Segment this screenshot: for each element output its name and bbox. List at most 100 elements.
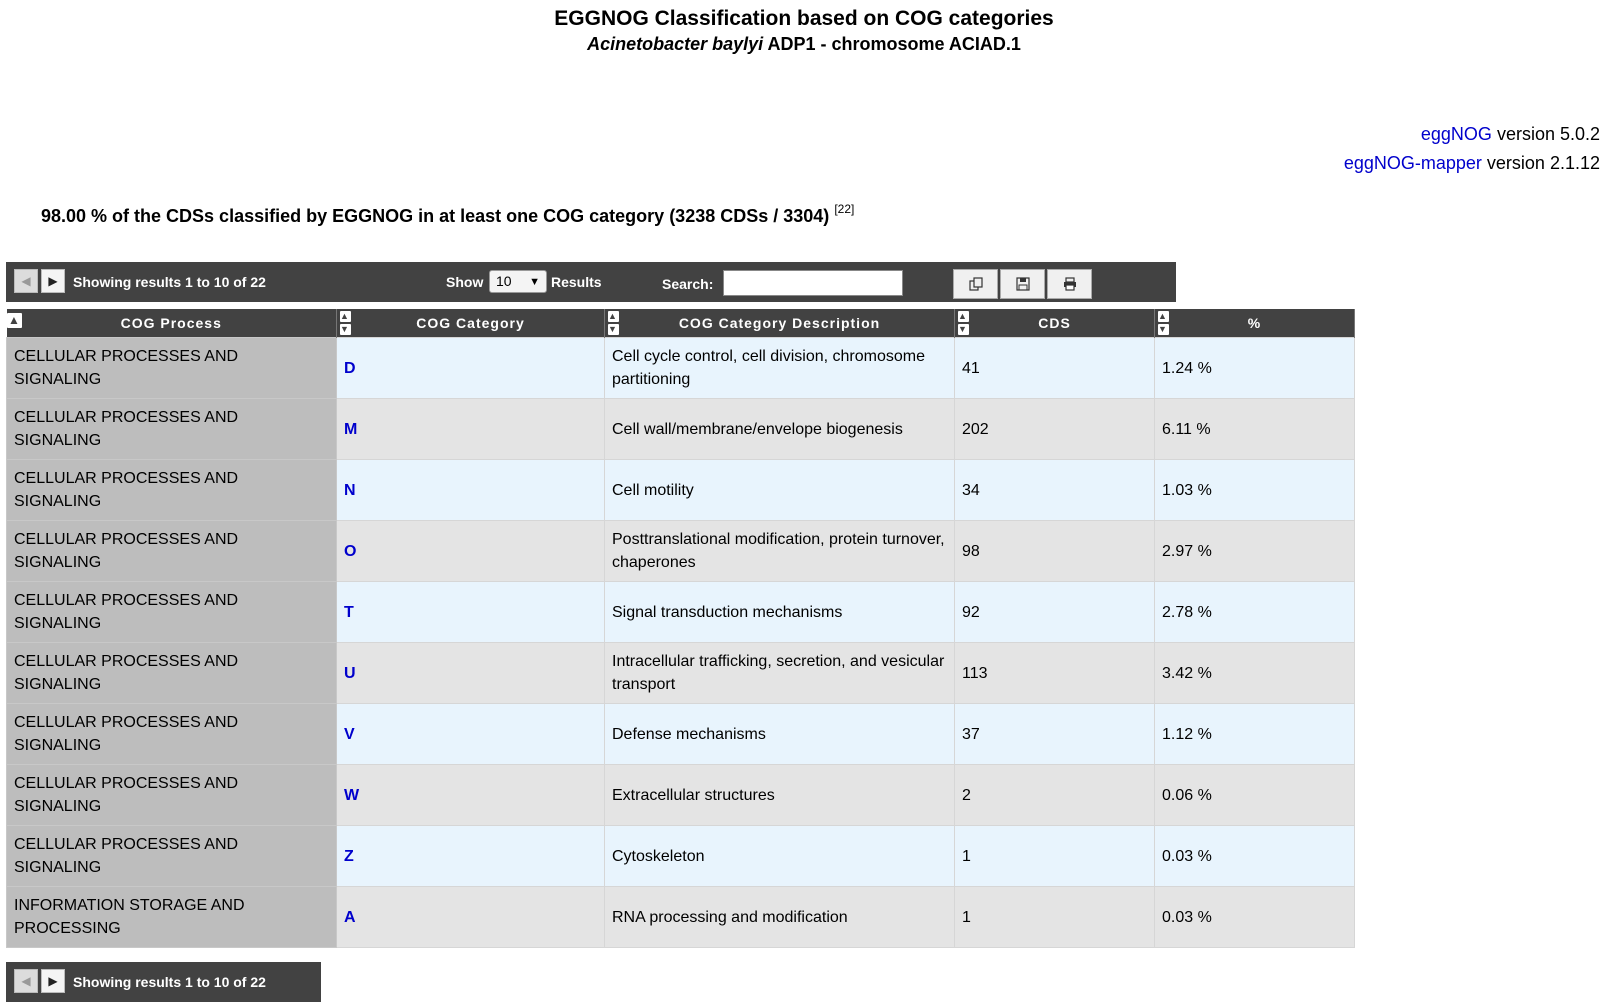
eggnog-mapper-version-text: version 2.1.12 <box>1486 153 1600 173</box>
table-row: CELLULAR PROCESSES AND SIGNALING V Defen… <box>6 703 1355 765</box>
cell-cog-process: CELLULAR PROCESSES AND SIGNALING <box>6 459 337 521</box>
cell-description: Signal transduction mechanisms <box>604 581 955 643</box>
col-header-cog-process[interactable]: ▲ COG Process <box>6 309 337 338</box>
cell-cog-category-link[interactable]: O <box>336 520 605 582</box>
col-header-label: COG Category Description <box>678 315 881 331</box>
col-header-cds[interactable]: ▲ ▼ CDS <box>954 309 1155 338</box>
table-row: CELLULAR PROCESSES AND SIGNALING N Cell … <box>6 459 1355 521</box>
cell-percent: 2.78 % <box>1154 581 1355 643</box>
col-header-percent[interactable]: ▲ ▼ % <box>1154 309 1355 338</box>
cell-description: Extracellular structures <box>604 764 955 826</box>
results-count: Showing results 1 to 10 of 22 <box>73 974 266 990</box>
next-arrow-icon: ▶ <box>48 274 58 288</box>
cell-cds: 2 <box>954 764 1155 826</box>
sort-up-icon: ▲ <box>957 311 969 322</box>
cell-cog-category-link[interactable]: U <box>336 642 605 704</box>
col-header-cog-category[interactable]: ▲ ▼ COG Category <box>336 309 605 338</box>
cell-description: Cell wall/membrane/envelope biogenesis <box>604 398 955 460</box>
cell-cds: 37 <box>954 703 1155 765</box>
prev-page-button[interactable]: ◀ <box>14 269 38 293</box>
save-icon <box>1015 277 1030 291</box>
cell-percent: 3.42 % <box>1154 642 1355 704</box>
page-size-select[interactable]: 10 ▼ <box>489 270 547 293</box>
page-header: EGGNOG Classification based on COG categ… <box>0 6 1608 56</box>
search-input[interactable] <box>723 270 903 296</box>
table-row: CELLULAR PROCESSES AND SIGNALING O Postt… <box>6 520 1355 582</box>
classification-summary: 98.00 % of the CDSs classified by EGGNOG… <box>41 202 854 227</box>
cell-percent: 0.06 % <box>1154 764 1355 826</box>
cell-cds: 202 <box>954 398 1155 460</box>
prev-arrow-icon: ◀ <box>21 974 31 988</box>
cell-cds: 113 <box>954 642 1155 704</box>
prev-arrow-icon: ◀ <box>21 274 31 288</box>
table-row: CELLULAR PROCESSES AND SIGNALING M Cell … <box>6 398 1355 460</box>
col-header-label: CDS <box>1038 315 1071 331</box>
version-info: eggNOG version 5.0.2 eggNOG-mapper versi… <box>1344 120 1600 178</box>
cell-cds: 34 <box>954 459 1155 521</box>
cell-cds: 41 <box>954 337 1155 399</box>
copy-button[interactable] <box>953 269 998 299</box>
search-label: Search: <box>662 276 714 292</box>
next-page-button[interactable]: ▶ <box>41 969 65 993</box>
next-page-button[interactable]: ▶ <box>41 269 65 293</box>
copy-icon <box>968 277 983 291</box>
eggnog-version-text: version 5.0.2 <box>1496 124 1600 144</box>
table-row: INFORMATION STORAGE AND PROCESSING A RNA… <box>6 886 1355 948</box>
eggnog-mapper-link[interactable]: eggNOG-mapper <box>1343 153 1482 173</box>
cell-description: Cell cycle control, cell division, chrom… <box>604 337 955 399</box>
eggnog-mapper-version: eggNOG-mapper version 2.1.12 <box>1344 149 1600 178</box>
show-label: Show <box>446 274 484 290</box>
cell-percent: 1.24 % <box>1154 337 1355 399</box>
sort-down-icon: ▼ <box>339 324 351 335</box>
cell-percent: 2.97 % <box>1154 520 1355 582</box>
cell-percent: 6.11 % <box>1154 398 1355 460</box>
page-title: EGGNOG Classification based on COG categ… <box>554 7 1054 30</box>
table-row: CELLULAR PROCESSES AND SIGNALING T Signa… <box>6 581 1355 643</box>
print-icon <box>1063 277 1076 291</box>
save-button[interactable] <box>1000 269 1045 299</box>
col-header-label: COG Process <box>120 315 222 331</box>
print-button[interactable] <box>1047 269 1092 299</box>
col-header-label: % <box>1247 315 1262 331</box>
cell-cog-category-link[interactable]: Z <box>336 825 605 887</box>
cell-cds: 92 <box>954 581 1155 643</box>
cell-description: RNA processing and modification <box>604 886 955 948</box>
cell-cds: 98 <box>954 520 1155 582</box>
cell-description: Intracellular trafficking, secretion, an… <box>604 642 955 704</box>
results-label: Results <box>551 274 602 290</box>
table-row: CELLULAR PROCESSES AND SIGNALING Z Cytos… <box>6 825 1355 887</box>
cell-cog-process: CELLULAR PROCESSES AND SIGNALING <box>6 398 337 460</box>
prev-page-button[interactable]: ◀ <box>14 969 38 993</box>
cell-percent: 0.03 % <box>1154 886 1355 948</box>
sort-down-icon: ▼ <box>1157 324 1169 335</box>
cell-cog-category-link[interactable]: A <box>336 886 605 948</box>
cell-cog-process: INFORMATION STORAGE AND PROCESSING <box>6 886 337 948</box>
cell-cog-process: CELLULAR PROCESSES AND SIGNALING <box>6 520 337 582</box>
next-arrow-icon: ▶ <box>48 974 58 988</box>
sort-up-icon: ▲ <box>607 311 619 322</box>
cell-cog-category-link[interactable]: N <box>336 459 605 521</box>
cell-cog-process: CELLULAR PROCESSES AND SIGNALING <box>6 764 337 826</box>
cell-cog-category-link[interactable]: W <box>336 764 605 826</box>
cell-percent: 0.03 % <box>1154 825 1355 887</box>
cog-table: ▲ COG Process ▲ ▼ COG Category ▲ ▼ COG Cat… <box>6 309 1355 948</box>
cell-percent: 1.12 % <box>1154 703 1355 765</box>
organism-detail: ADP1 - chromosome ACIAD.1 <box>767 34 1021 54</box>
cell-cog-category-link[interactable]: M <box>336 398 605 460</box>
table-row: CELLULAR PROCESSES AND SIGNALING U Intra… <box>6 642 1355 704</box>
col-header-description[interactable]: ▲ ▼ COG Category Description <box>604 309 955 338</box>
chevron-down-icon: ▼ <box>529 276 540 288</box>
col-header-label: COG Category <box>416 315 525 331</box>
eggnog-link[interactable]: eggNOG <box>1420 124 1492 144</box>
cell-cog-process: CELLULAR PROCESSES AND SIGNALING <box>6 642 337 704</box>
reference-footnote[interactable]: [22] <box>834 202 855 216</box>
cell-description: Cytoskeleton <box>604 825 955 887</box>
cell-cog-category-link[interactable]: D <box>336 337 605 399</box>
cell-cog-category-link[interactable]: T <box>336 581 605 643</box>
cell-cog-category-link[interactable]: V <box>336 703 605 765</box>
cell-cds: 1 <box>954 886 1155 948</box>
cell-description: Cell motility <box>604 459 955 521</box>
table-header-row: ▲ COG Process ▲ ▼ COG Category ▲ ▼ COG Cat… <box>6 309 1355 338</box>
cell-description: Defense mechanisms <box>604 703 955 765</box>
sort-up-icon: ▲ <box>7 313 22 328</box>
